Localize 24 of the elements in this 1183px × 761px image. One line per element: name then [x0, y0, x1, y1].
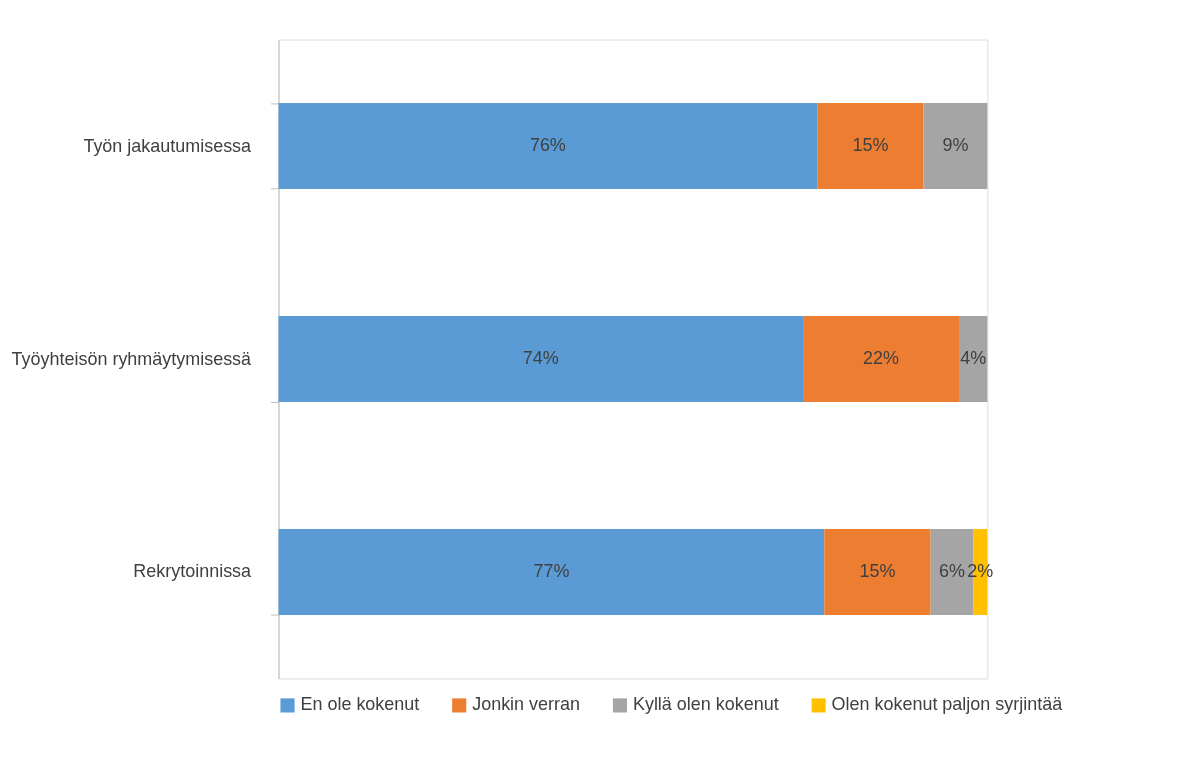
data-label: 76% [529, 135, 566, 156]
bar [278, 529, 825, 615]
bar [817, 103, 924, 189]
y-tick-label: Työyhteisön ryhmäytymisessä [11, 348, 252, 369]
data-label: 74% [522, 348, 559, 369]
y-tick-label: Työn jakautumisessa [83, 135, 252, 156]
data-label: 22% [863, 348, 900, 369]
y-tick-label: Rekrytoinnissa [133, 561, 252, 582]
bar [278, 316, 804, 402]
legend-label: Olen kokenut paljon syrjintää [831, 694, 1063, 715]
data-label: 77% [533, 560, 570, 581]
bar [278, 103, 818, 189]
data-label: 6% [938, 560, 965, 581]
bar [824, 529, 931, 615]
legend-label: En ole kokenut [300, 694, 420, 715]
bar [923, 103, 988, 189]
data-label: 4% [960, 348, 987, 369]
legend-label: Kyllä olen kokenut [632, 694, 779, 715]
legend-label: Jonkin verran [472, 694, 580, 715]
data-label: 9% [942, 135, 969, 156]
data-label: 15% [859, 560, 896, 581]
bar [803, 316, 959, 402]
data-label: 15% [852, 135, 889, 156]
bar [958, 316, 988, 402]
